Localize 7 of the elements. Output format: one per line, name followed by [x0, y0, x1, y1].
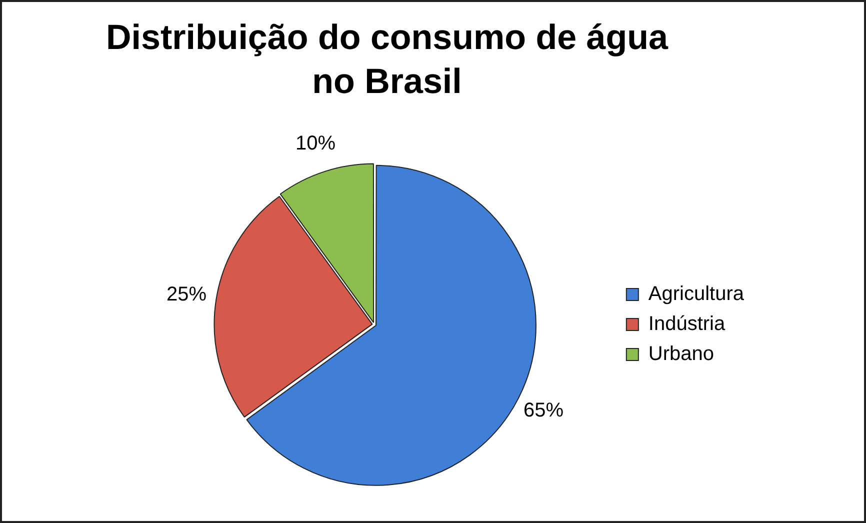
legend-label: Agricultura: [648, 283, 745, 306]
data-label: 65%: [523, 399, 564, 422]
data-label: 25%: [166, 283, 207, 306]
legend-label: Indústria: [648, 313, 726, 336]
chart-title: Distribuição do consumo de água no Brasil: [104, 17, 670, 103]
data-label: 10%: [295, 132, 336, 154]
legend-label: Urbano: [648, 343, 714, 366]
